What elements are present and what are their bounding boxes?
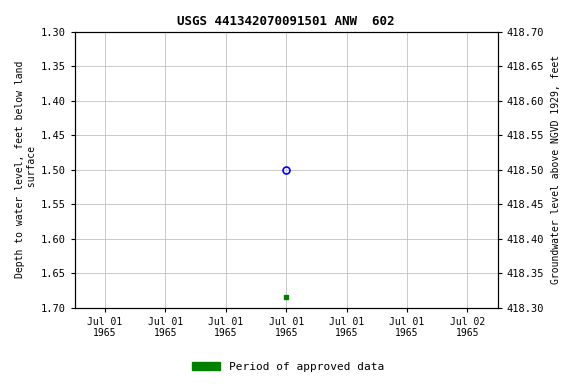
Legend: Period of approved data: Period of approved data: [188, 358, 388, 377]
Title: USGS 441342070091501 ANW  602: USGS 441342070091501 ANW 602: [177, 15, 395, 28]
Y-axis label: Groundwater level above NGVD 1929, feet: Groundwater level above NGVD 1929, feet: [551, 55, 561, 285]
Y-axis label: Depth to water level, feet below land
 surface: Depth to water level, feet below land su…: [15, 61, 37, 278]
